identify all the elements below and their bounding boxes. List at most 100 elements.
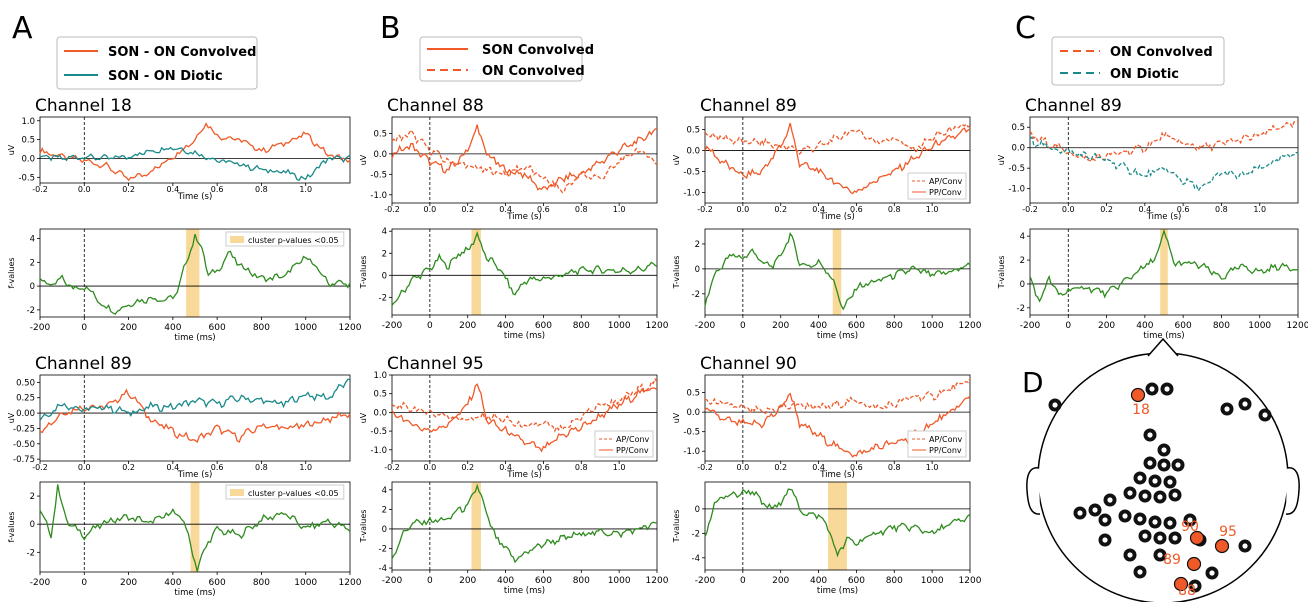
chart-a89: -0.2 0.0 0.2 0.4 0.6 0.8 1.0 0.50 0.25 0.00 -0.25 -… [7, 354, 351, 480]
legend-b-label-0: SON Convolved [482, 43, 594, 58]
x-tick-label: 200 [120, 578, 137, 588]
series-line [1029, 136, 1299, 193]
x-tick-label: 0.6 [537, 463, 550, 472]
electrode-dot-center [1152, 519, 1158, 525]
channel-title: Channel 95 [387, 354, 484, 374]
x-tick-label: 0.4 [499, 205, 512, 214]
panel-letter-b: B [380, 11, 401, 46]
y-tick-label: -0.25 [13, 424, 35, 434]
legend-a: SON - ON Convolved SON - ON Diotic [56, 36, 258, 90]
x-tick-label: 200 [1098, 321, 1115, 331]
electrode-dot-center [1192, 583, 1198, 589]
y-tick-label: 0 [382, 271, 387, 281]
right-ear-shape [1285, 467, 1300, 515]
x-tick-label: 800 [886, 576, 903, 586]
y-tick-label: 2 [30, 492, 35, 502]
panel-letter-d: D [1022, 366, 1044, 399]
electrode-dot-center [1167, 479, 1173, 485]
cluster-legend-label: cluster p-values <0.05 [248, 236, 339, 245]
electrode-dot-center [1152, 478, 1158, 484]
y-tick-label: 0.5 [373, 390, 387, 400]
y-tick-label: 1.0 [21, 117, 35, 127]
x-tick-label: 0 [427, 321, 433, 331]
cluster-legend-swatch [230, 489, 244, 496]
x-tick-label: 0.2 [461, 205, 474, 214]
highlighted-electrode [1189, 530, 1205, 546]
series-legend-box [907, 172, 967, 200]
highlighted-electrode [1130, 387, 1146, 403]
series-line [391, 124, 658, 191]
x-axis-label: Time (s) [819, 470, 855, 480]
x-tick-label: 0.8 [575, 463, 588, 472]
x-axis-label: Time (s) [1146, 212, 1182, 222]
x-tick-label: 1000 [608, 576, 631, 586]
y-tick-label: 0.5 [1011, 123, 1025, 133]
x-tick-label: 600 [1175, 321, 1192, 331]
x-tick-label: 600 [848, 576, 865, 586]
significance-band [190, 482, 200, 572]
x-tick-label: 400 [497, 576, 514, 586]
x-tick-label: 400 [497, 321, 514, 331]
y-tick-label: -0.75 [13, 455, 35, 465]
legend-c-label-1: ON Diotic [1110, 67, 1179, 82]
chart-c89: -0.2 0.0 0.2 0.4 0.6 0.8 1.0 0.5 0.0 -0.5 -1.0 Time… [997, 96, 1299, 222]
series-legend-label: AP/Conv [616, 435, 650, 444]
y-tick-label: 1.0 [373, 371, 387, 381]
electrode-dot-center [1262, 412, 1268, 418]
x-tick-label: -0.2 [384, 205, 400, 214]
x-tick-label: 200 [120, 323, 137, 333]
x-tick-label: 0 [740, 576, 746, 586]
highlighted-electrode [1186, 556, 1202, 572]
legend-b-label-1: ON Convolved [482, 64, 585, 79]
y-tick-label: 0.25 [16, 394, 35, 404]
x-tick-label: 0 [740, 321, 746, 331]
series-legend-box [907, 430, 967, 458]
cluster-legend-box [225, 484, 345, 500]
x-tick-label: 0.0 [423, 463, 436, 472]
y-tick-label: 0 [1020, 280, 1025, 290]
x-tick-label: -0.2 [697, 463, 713, 472]
series-line [1029, 120, 1299, 162]
series-line [391, 483, 657, 564]
x-tick-label: 0.4 [166, 185, 179, 194]
y-tick-label: 4 [382, 486, 387, 496]
cluster-legend-label: cluster p-values <0.05 [248, 489, 339, 498]
legend-c: ON Convolved ON Diotic [1051, 36, 1225, 86]
x-axis-label: time (ms) [1143, 331, 1184, 341]
plot-frame [704, 116, 971, 204]
series-line [391, 383, 658, 453]
y-axis-label: uV [7, 144, 16, 155]
electrode-label: 89 [1163, 552, 1181, 568]
x-tick-label: 1.0 [1253, 205, 1266, 214]
y-tick-label: 2 [30, 258, 35, 268]
electrode-dot-center [1142, 493, 1148, 499]
series-line [1029, 228, 1299, 303]
x-tick-label: 0.0 [736, 463, 749, 472]
electrode-dot-center [1172, 535, 1178, 541]
plot-frame [391, 116, 658, 204]
significance-band [1160, 229, 1168, 315]
electrodes-group: 18 90 95 89 88 [1048, 382, 1272, 599]
x-tick-label: 0.6 [850, 205, 863, 214]
y-tick-label: -1.0 [683, 189, 700, 199]
chart-c89t: -200 0 200 400 600 800 1000 1200 4 2 0 -2 time (ms) T… [997, 228, 1308, 341]
x-tick-label: 0.6 [211, 463, 224, 472]
significance-band [186, 229, 200, 317]
y-tick-label: -4 [692, 554, 700, 564]
y-tick-label: -1.0 [683, 447, 700, 457]
x-tick-label: 0.4 [812, 463, 825, 472]
x-tick-label: -0.2 [1022, 205, 1038, 214]
x-tick-label: 0.4 [812, 205, 825, 214]
x-tick-label: 400 [164, 578, 181, 588]
electrode-dot-center [1242, 401, 1248, 407]
x-tick-label: 0 [427, 576, 433, 586]
x-tick-label: -200 [695, 321, 716, 331]
electrode-dot-center [1122, 513, 1128, 519]
chart-b89: -0.2 0.0 0.2 0.4 0.6 0.8 1.0 0.5 0.0 -0.5 -1.0 Time… [672, 96, 971, 222]
x-axis-label: time (ms) [817, 331, 858, 341]
series-legend-label: AP/Conv [929, 435, 963, 444]
x-tick-label: 1200 [339, 323, 362, 333]
y-tick-label: -1.0 [1008, 185, 1025, 195]
x-tick-label: 0.6 [1177, 205, 1190, 214]
